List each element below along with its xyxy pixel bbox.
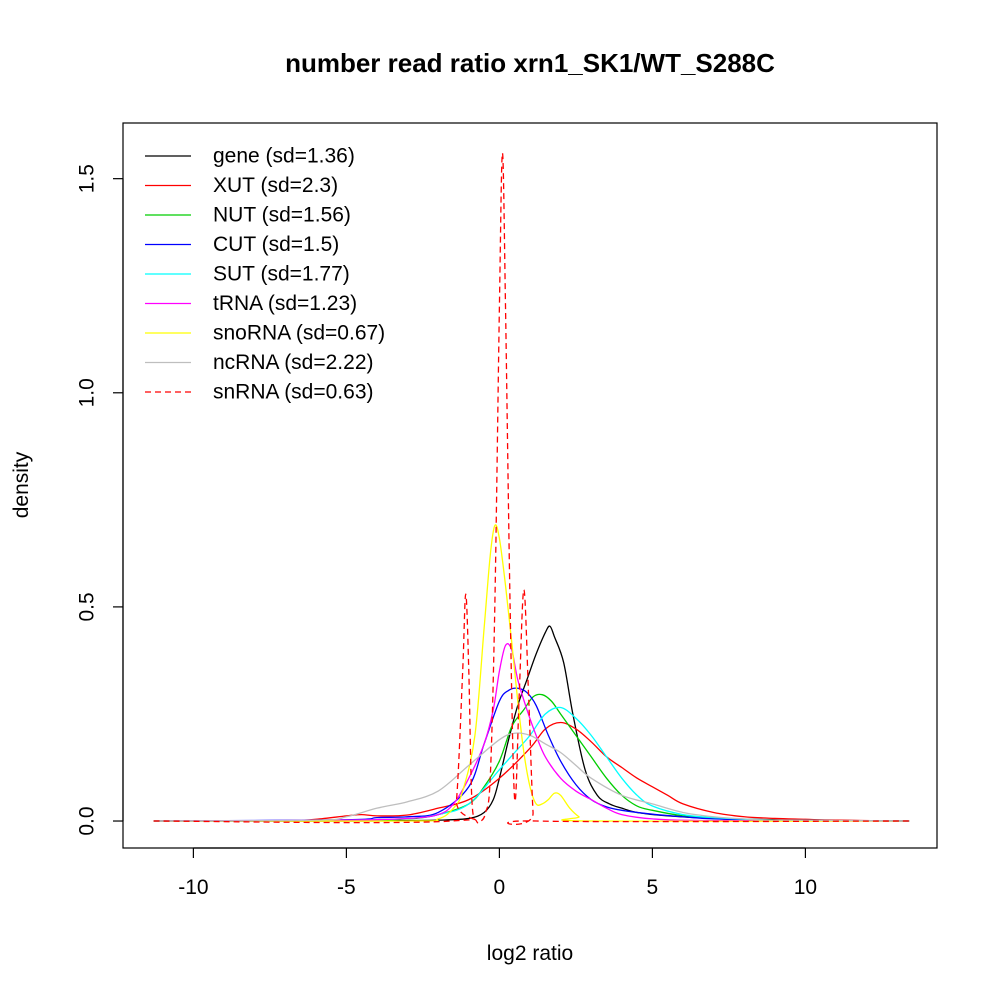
series-line-snorna bbox=[153, 524, 910, 822]
chart-title: number read ratio xrn1_SK1/WT_S288C bbox=[285, 48, 775, 78]
series-line-ncrna bbox=[153, 732, 910, 822]
x-tick-label: 5 bbox=[647, 876, 659, 899]
legend-label-nut: NUT (sd=1.56) bbox=[213, 204, 351, 227]
legend-label-ncrna: ncRNA (sd=2.22) bbox=[213, 351, 374, 374]
legend-label-gene: gene (sd=1.36) bbox=[213, 145, 355, 168]
legend-label-sut: SUT (sd=1.77) bbox=[213, 263, 350, 286]
legend-label-cut: CUT (sd=1.5) bbox=[213, 233, 339, 256]
legend-label-snorna: snoRNA (sd=0.67) bbox=[213, 322, 385, 345]
series-line-snrna bbox=[153, 152, 910, 826]
series-line-cut bbox=[153, 687, 910, 822]
legend: gene (sd=1.36) XUT (sd=2.3) NUT (sd=1.56) C… bbox=[145, 145, 385, 404]
legend-label-snrna: snRNA (sd=0.63) bbox=[213, 381, 374, 404]
plot-frame bbox=[122, 122, 938, 849]
x-tick-label: 0 bbox=[494, 876, 506, 899]
y-axis-label: density bbox=[10, 451, 33, 518]
series-layer bbox=[153, 152, 910, 826]
series-line-nut bbox=[153, 693, 910, 822]
y-tick-label: 1.0 bbox=[76, 378, 99, 407]
x-axis: -10 -5 0 5 10 bbox=[178, 847, 817, 899]
y-tick-label: 0.0 bbox=[76, 806, 99, 835]
x-tick-label: -5 bbox=[337, 876, 356, 899]
legend-label-xut: XUT (sd=2.3) bbox=[213, 174, 338, 197]
x-tick-label: -10 bbox=[178, 876, 208, 899]
x-axis-label: log2 ratio bbox=[487, 942, 573, 965]
x-tick-label: 10 bbox=[794, 876, 817, 899]
series-line-xut bbox=[153, 721, 910, 822]
y-axis: 0.0 0.5 1.0 1.5 bbox=[76, 164, 124, 836]
series-line-trna bbox=[153, 643, 910, 822]
y-tick-label: 1.5 bbox=[76, 164, 99, 193]
legend-label-trna: tRNA (sd=1.23) bbox=[213, 292, 357, 315]
y-tick-label: 0.5 bbox=[76, 592, 99, 621]
